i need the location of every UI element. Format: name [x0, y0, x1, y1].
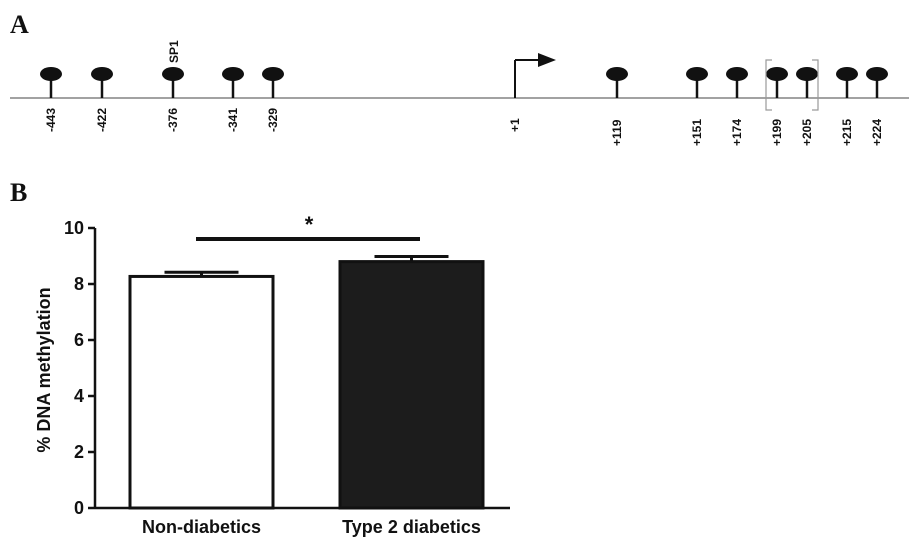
- cpg-site: -443: [40, 67, 62, 132]
- cpg-methylation-icon: [222, 67, 244, 81]
- x-category-label: Type 2 diabetics: [342, 517, 481, 537]
- cpg-position-label: +205: [800, 119, 814, 146]
- y-axis-label: % DNA methylation: [34, 287, 54, 452]
- cpg-position-label: +119: [610, 119, 624, 146]
- cpg-site: -376: [162, 67, 184, 132]
- cpg-site: +119: [606, 67, 628, 146]
- cpg-methylation-icon: [836, 67, 858, 81]
- y-tick-label: 4: [74, 386, 84, 406]
- panel-a-letter: A: [10, 10, 29, 39]
- cpg-site: -341: [222, 67, 244, 132]
- cpg-site: +174: [726, 67, 748, 146]
- bar-type-2-diabetics: [338, 260, 485, 510]
- y-tick-label: 10: [64, 218, 84, 238]
- cpg-methylation-icon: [766, 67, 788, 81]
- bar-chart: 0 2 4 6 8 10 Non-diabetics Type 2 diabetics: [64, 218, 510, 537]
- cpg-position-label: +199: [770, 119, 784, 146]
- panel-b-letter: B: [10, 178, 27, 207]
- cpg-position-label: -341: [226, 108, 240, 132]
- sp1-label: SP1: [167, 40, 181, 63]
- cpg-site: +215: [836, 67, 858, 146]
- cpg-methylation-icon: [262, 67, 284, 81]
- cpg-site: +151: [686, 67, 708, 146]
- tss-position-label: +1: [508, 118, 522, 132]
- cpg-methylation-icon: [686, 67, 708, 81]
- cpg-position-label: -329: [266, 108, 280, 132]
- x-axis-labels: Non-diabetics Type 2 diabetics: [142, 517, 481, 537]
- cpg-site: +205: [796, 67, 818, 146]
- cpg-position-label: +151: [690, 119, 704, 146]
- cpg-methylation-icon: [796, 67, 818, 81]
- boxed-sites-bracket: [765, 59, 819, 111]
- cpg-site: +199: [766, 67, 788, 146]
- cpg-methylation-icon: [40, 67, 62, 81]
- y-tick-label: 0: [74, 498, 84, 518]
- cpg-methylation-icon: [91, 67, 113, 81]
- cpg-methylation-icon: [726, 67, 748, 81]
- bar-non-diabetics: [128, 274, 275, 510]
- cpg-position-label: -443: [44, 108, 58, 132]
- bars: [128, 255, 485, 510]
- x-category-label: Non-diabetics: [142, 517, 261, 537]
- cpg-site: -422: [91, 67, 113, 132]
- cpg-methylation-icon: [606, 67, 628, 81]
- cpg-sites: -443 -422 -376 -341 -329 +119 +151 +174 +199 +205…: [40, 67, 888, 146]
- cpg-position-label: +224: [870, 119, 884, 146]
- y-tick-label: 8: [74, 274, 84, 294]
- cpg-methylation-icon: [866, 67, 888, 81]
- y-tick-label: 2: [74, 442, 84, 462]
- cpg-site: +224: [866, 67, 888, 146]
- significance-asterisk: *: [305, 212, 314, 237]
- cpg-position-label: -376: [166, 108, 180, 132]
- cpg-site: -329: [262, 67, 284, 132]
- cpg-position-label: +174: [730, 119, 744, 146]
- cpg-position-label: +215: [840, 119, 854, 146]
- cpg-position-label: -422: [95, 108, 109, 132]
- y-tick-label: 6: [74, 330, 84, 350]
- cpg-methylation-icon: [162, 67, 184, 81]
- tss-arrow-icon: [514, 53, 556, 98]
